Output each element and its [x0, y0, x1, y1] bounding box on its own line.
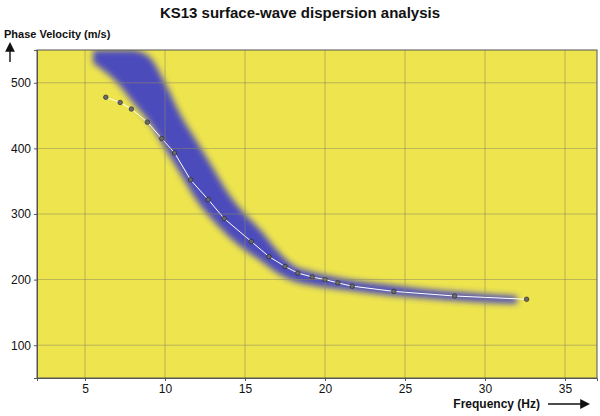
tick-mark	[34, 148, 37, 149]
grid-line-y	[37, 148, 597, 149]
tick-label: 300	[11, 207, 31, 221]
grid-line-y	[37, 345, 597, 346]
tick: 5	[82, 378, 89, 396]
tick-mark	[34, 214, 37, 215]
tick-label: 5	[82, 382, 89, 396]
x-arrow	[548, 403, 588, 404]
y-arrow	[9, 44, 10, 62]
tick: 20	[319, 378, 333, 396]
tick-label: 30	[479, 382, 493, 396]
tick: 200	[11, 273, 37, 287]
tick-label: 25	[399, 382, 413, 396]
picked-point	[104, 95, 109, 100]
tick-label: 200	[11, 273, 31, 287]
picked-point	[296, 271, 301, 276]
picked-point	[160, 136, 165, 141]
picked-point	[310, 275, 315, 280]
tick-mark	[34, 83, 37, 84]
plot-background	[37, 50, 597, 378]
tick: 300	[11, 207, 37, 221]
tick: 100	[11, 339, 37, 353]
picked-point	[118, 100, 123, 105]
grid-line-y	[37, 82, 597, 83]
picked-point	[249, 239, 254, 244]
tick-label: 10	[159, 382, 173, 396]
y-axis: 100 200 300 400 500	[11, 51, 38, 379]
tick: 10	[159, 378, 173, 396]
picked-point	[129, 107, 134, 112]
tick: 25	[399, 378, 413, 396]
tick: 400	[11, 142, 37, 156]
energy-band	[93, 50, 517, 304]
picked-point	[145, 120, 150, 125]
tick-mark	[34, 345, 37, 346]
grid-line-y	[37, 279, 597, 280]
x-axis: 5 10 15 20 25 30 35	[38, 378, 598, 396]
grid-line-y	[37, 214, 597, 215]
picked-point	[283, 264, 288, 269]
tick-label: 20	[319, 382, 333, 396]
picked-point	[392, 289, 397, 294]
tick: 30	[479, 378, 493, 396]
grid	[37, 50, 597, 378]
tick-label: 100	[11, 339, 31, 353]
picked-point	[452, 294, 457, 299]
picked-point	[336, 281, 341, 286]
tick-label: 15	[239, 382, 253, 396]
tick-mark	[34, 280, 37, 281]
axis-line	[34, 51, 38, 379]
axis-line	[38, 379, 598, 382]
tick: 15	[239, 378, 253, 396]
picked-point	[267, 254, 272, 259]
dispersion-line	[106, 97, 527, 299]
chart: 5 10 15 20 25 30 35 100 200 300 400 500 KS13 surface…	[0, 0, 600, 416]
tick-label: 35	[559, 382, 573, 396]
y-axis-title: Phase Velocity (m/s)	[4, 28, 111, 40]
x-axis-title: Frequency (Hz)	[453, 397, 540, 411]
picked-point	[206, 197, 211, 202]
picked-point	[350, 284, 355, 289]
plot-frame	[37, 50, 597, 378]
picked-point	[172, 151, 177, 156]
picked-point	[188, 178, 193, 183]
tick-label: 500	[11, 76, 31, 90]
tick: 500	[11, 76, 37, 90]
title: KS13 surface-wave dispersion analysis	[160, 4, 440, 21]
data-layer	[93, 50, 529, 304]
tick-label: 400	[11, 142, 31, 156]
tick: 35	[559, 378, 573, 396]
picked-point	[524, 297, 529, 302]
picked-point	[222, 216, 227, 221]
